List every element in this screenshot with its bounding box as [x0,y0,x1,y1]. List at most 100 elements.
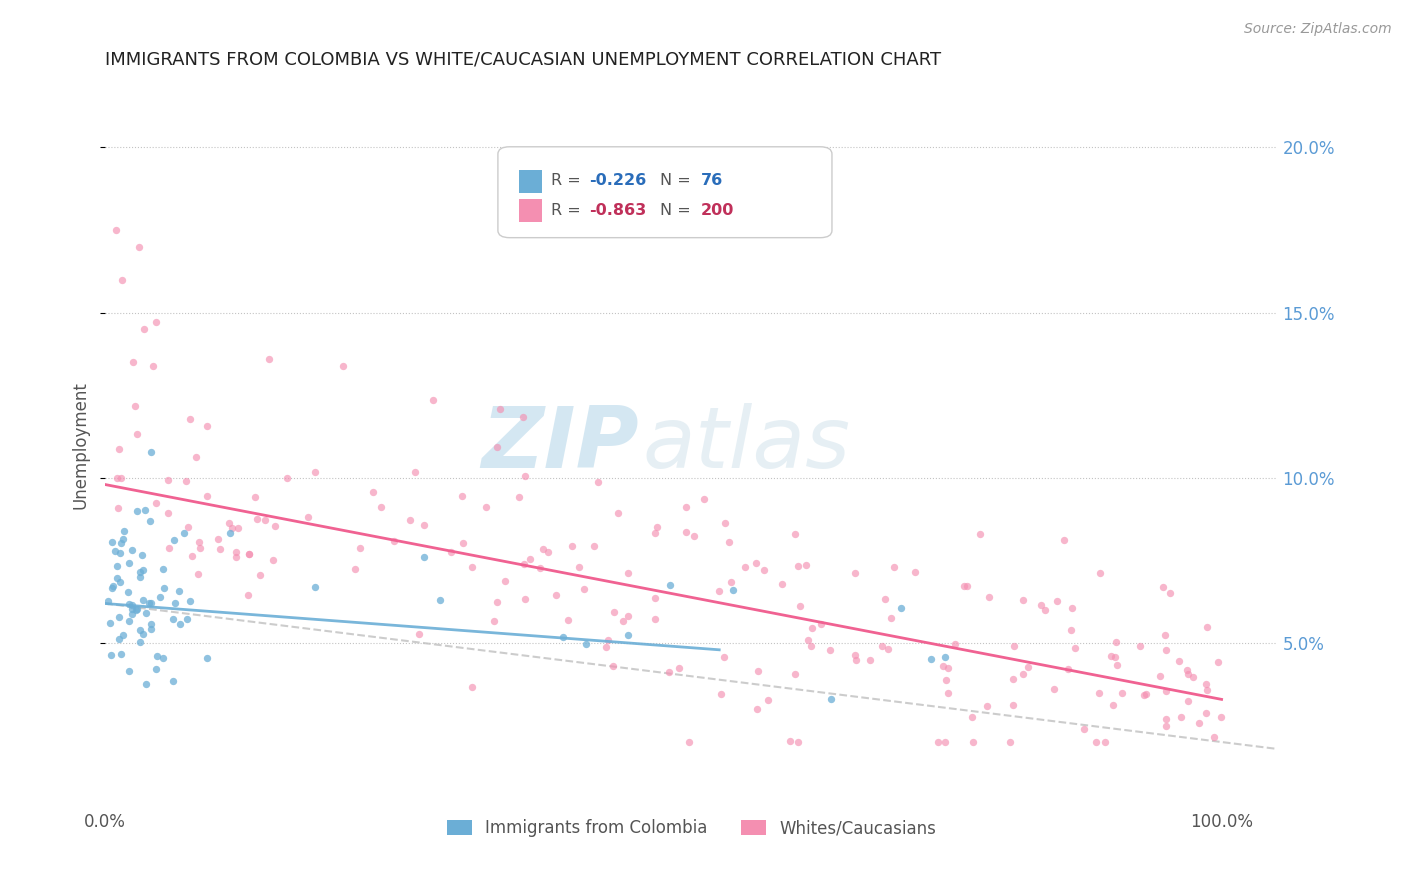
Point [209,541,232,556]
Point [717,535,740,549]
Point [1002,639,1025,653]
Point [1211,709,1233,723]
Point [1073,723,1095,737]
Point [1105,658,1128,673]
Point [118,597,141,611]
Point [412,549,434,564]
Point [135,677,157,691]
Point [195,418,218,433]
Point [246,512,269,526]
Point [188,541,211,556]
Point [1088,686,1111,700]
Point [797,633,820,648]
Point [195,489,218,503]
Point [1154,642,1177,657]
Point [1042,682,1064,697]
Point [1177,693,1199,707]
Point [429,593,451,607]
Point [157,473,180,487]
Point [845,653,868,667]
Point [121,598,143,612]
Point [221,521,243,535]
Point [181,549,204,563]
Point [304,466,326,480]
Point [111,273,134,287]
Point [236,588,259,602]
Point [818,643,841,657]
Point [263,519,285,533]
Point [219,526,242,541]
Point [1111,685,1133,699]
Point [343,562,366,576]
Point [243,490,266,504]
Point [127,427,149,442]
Point [603,605,626,619]
Point [1154,628,1177,642]
Point [108,575,131,590]
Point [159,541,181,556]
Point [122,355,145,369]
Point [1195,683,1218,698]
Point [110,536,132,550]
Point [1059,623,1081,637]
Point [644,591,666,605]
Point [112,524,135,538]
Point [1101,698,1123,712]
Point [461,560,484,574]
Point [675,525,697,540]
Text: atlas: atlas [643,403,851,486]
Point [734,559,756,574]
Point [129,623,152,637]
Point [138,596,160,610]
Point [125,602,148,616]
Point [936,686,959,700]
Point [1001,698,1024,712]
Point [710,687,733,701]
Point [101,579,124,593]
Point [226,521,249,535]
Point [617,566,640,580]
Point [800,639,823,653]
Point [121,543,143,558]
Point [551,630,574,644]
Point [253,513,276,527]
Point [1202,730,1225,744]
Point [176,474,198,488]
Point [408,627,430,641]
Point [112,532,135,546]
Point [167,584,190,599]
Point [485,440,508,454]
Point [1182,670,1205,684]
Point [169,616,191,631]
Point [932,658,955,673]
Point [195,651,218,665]
Point [131,626,153,640]
Point [145,662,167,676]
Point [1045,594,1067,608]
Point [332,359,354,374]
Point [1033,603,1056,617]
Point [413,518,436,533]
Legend: Immigrants from Colombia, Whites/Caucasians: Immigrants from Colombia, Whites/Caucasi… [440,813,942,844]
Point [225,549,247,564]
Point [249,567,271,582]
Point [1088,566,1111,580]
Point [1195,706,1218,720]
Point [531,542,554,557]
Point [723,582,745,597]
Point [785,527,807,541]
Point [1057,662,1080,676]
Point [668,661,690,675]
Point [904,566,927,580]
Point [145,315,167,329]
Point [575,637,598,651]
Point [132,563,155,577]
Point [382,534,405,549]
Point [977,591,1000,605]
Point [1133,688,1156,702]
Point [370,500,392,514]
Point [720,574,742,589]
Point [259,351,281,366]
Point [118,556,141,570]
Point [124,399,146,413]
